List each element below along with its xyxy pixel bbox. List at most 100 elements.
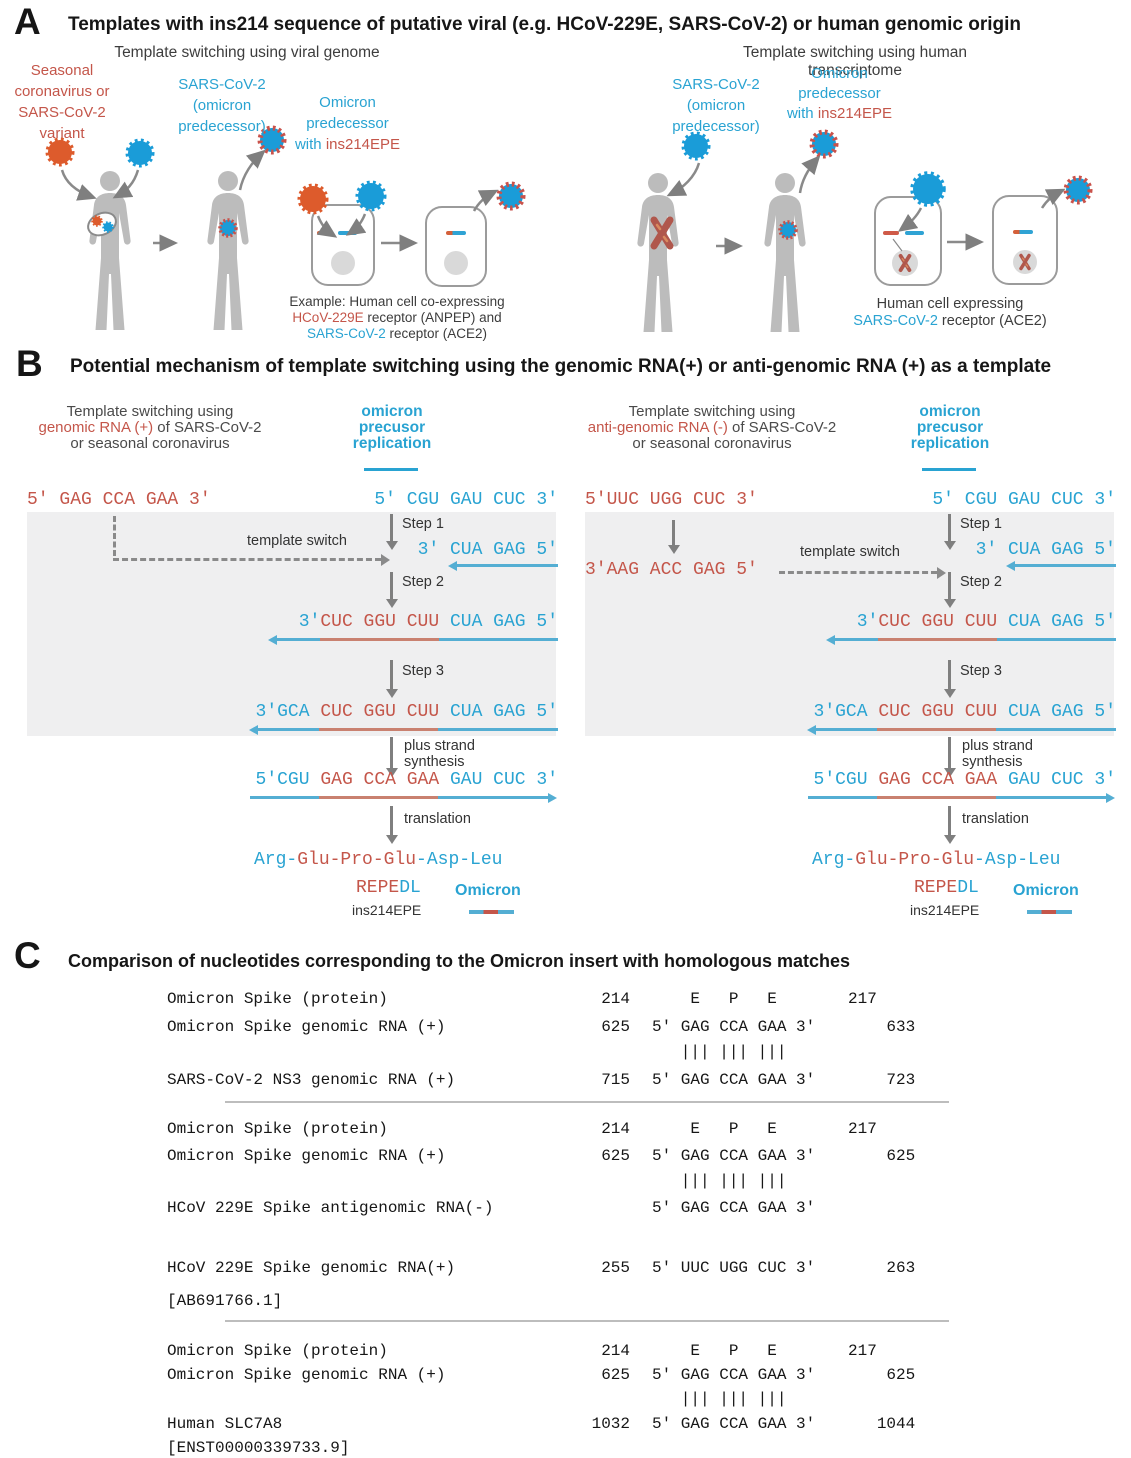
ins214epe-label: ins214EPE (910, 902, 980, 918)
step1-arrow (385, 514, 398, 550)
alignment-match-row: ||| ||| ||| (652, 1172, 787, 1190)
omicron-predecessor-virus-icon (496, 181, 526, 211)
accession-row: [AB691766.1] (167, 1292, 283, 1310)
step2-arrow (385, 572, 398, 608)
header-underline (364, 468, 418, 471)
plus-strand-arrow (250, 792, 557, 803)
alignment-row: HCoV 229E Spike antigenomic RNA(-) 5' GAG… (167, 1199, 816, 1217)
label-seasonal-coronavirus: Seasonal coronavirus or SARS-CoV-2 varia… (14, 62, 110, 142)
plus-strand-arrow (808, 792, 1115, 803)
panel-b: B Potential mechanism of template switch… (0, 345, 1131, 940)
subtitle-viral-genome: Template switching using viral genome (114, 44, 380, 61)
completed-minus-strand-sequence: 3'GCA CUC GGU CUU CUA GAG 5' (813, 702, 1116, 722)
alignment-row: Omicron Spike (protein) 214 E P E 217 (167, 1120, 877, 1138)
alignment-row: Omicron Spike genomic RNA (+) 625 5' GAG C… (167, 1018, 916, 1036)
panel-a-letter: A (14, 1, 41, 42)
caption-ace2-cell: Human cell expressing SARS-CoV-2 recepto… (853, 296, 1047, 329)
step3-arrow (943, 660, 956, 698)
block-divider (225, 1101, 949, 1103)
plus-strand-synthesis-arrow (385, 737, 398, 777)
translation-arrow (385, 806, 398, 844)
alignment-block-human-slc7a8: Omicron Spike (protein) 214 E P E 217 Omic… (167, 1340, 1067, 1458)
alignment-match-row: ||| ||| ||| (652, 1390, 787, 1408)
subtitle-human-transcriptome: Template switching using human transcrip… (742, 44, 967, 79)
omicron-precursor-template-sequence: 5' CGU GAU CUC 3' (932, 490, 1116, 510)
recombinant-cell (425, 206, 487, 287)
repedl-peptide-code: REPEDL (914, 878, 979, 898)
nascent-minus-strand-sequence: 3' CUA GAG 5' (975, 540, 1116, 560)
repedl-peptide-code: REPEDL (356, 878, 421, 898)
panel-a: A Templates with ins214 sequence of puta… (0, 0, 1131, 346)
omicron-predecessor-virus-icon (257, 125, 287, 155)
alignment-row: HCoV 229E Spike genomic RNA(+) 255 5' UUC … (167, 1259, 916, 1277)
step1-arrow (943, 514, 956, 550)
donor-genomic-rna-sequence: 5'UUC UGG CUC 3' (585, 490, 758, 510)
label-omicron-predecessor-left: Omicron predecessor with ins214EPE (294, 94, 401, 153)
panel-a-graphics (45, 125, 1093, 332)
panel-c-letter: C (14, 935, 41, 976)
alignment-block-hcov-229e: Omicron Spike (protein) 214 E P E 217 Omic… (167, 1118, 1067, 1318)
hybrid-virus-belly-icon (778, 220, 798, 240)
nascent-minus-strand-sequence: 3' CUA GAG 5' (417, 540, 558, 560)
down-arrow (667, 520, 680, 554)
completed-minus-strand-arrow (249, 724, 558, 735)
flow-arrows (60, 149, 1066, 255)
alignment-match-row: ||| ||| ||| (652, 1043, 787, 1061)
omicron-predecessor-virus-icon (1063, 175, 1093, 205)
translated-peptide-sequence: Arg-Glu-Pro-Glu-Asp-Leu (254, 850, 503, 870)
label-sars-cov-2-right: SARS-CoV-2 (omicron predecessor) (672, 76, 760, 135)
step3-label: Step 3 (402, 663, 444, 679)
donor-antigenomic-rna-sequence: 3'AAG ACC GAG 5' (585, 560, 758, 580)
hybrid-virus-belly-icon (218, 218, 238, 238)
step1-label: Step 1 (960, 516, 1002, 532)
coinfection-oval-icon (87, 211, 117, 237)
alignment-row: Omicron Spike (protein) 214 E P E 217 (167, 990, 877, 1008)
panel-a-title: Templates with ins214 sequence of putati… (68, 14, 1022, 35)
minus-strand-with-insert-sequence: 3'CUC GGU CUU CUA GAG 5' (856, 612, 1116, 632)
label-sars-cov-2-left: SARS-CoV-2 (omicron predecessor) (178, 76, 266, 135)
alignment-block-sars-cov-2: Omicron Spike (protein) 214 E P E 217 Omic… (167, 988, 1067, 1098)
template-switch-label: template switch (247, 533, 347, 549)
omicron-label: Omicron (1013, 882, 1079, 899)
step3-arrow (385, 660, 398, 698)
ace2-cell (874, 196, 942, 286)
seasonal-coronavirus-icon (45, 137, 75, 167)
step2-label: Step 2 (402, 574, 444, 590)
template-switch-dashed-line (113, 516, 116, 556)
sars-cov-2-virus-icon (355, 180, 387, 212)
completed-minus-strand-sequence: 3'GCA CUC GGU CUU CUA GAG 5' (255, 702, 558, 722)
hcov-229e-virus-icon (297, 183, 329, 215)
human-silhouette-host-right (637, 173, 806, 332)
alignment-row: Omicron Spike (protein) 214 E P E 217 (167, 1342, 877, 1360)
omicron-genome-line-icon (1027, 910, 1072, 914)
plus-strand-synthesis-label: plus strand synthesis (404, 738, 475, 770)
plus-strand-with-insert-sequence: 5'CGU GAG CCA GAA GAU CUC 3' (813, 770, 1116, 790)
sars-cov-2-virus-icon (681, 131, 711, 161)
alignment-row: Human SLC7A8 1032 5' GAG CCA GAA 3' 1044 (167, 1415, 916, 1433)
translated-peptide-sequence: Arg-Glu-Pro-Glu-Asp-Leu (812, 850, 1061, 870)
sars-cov-2-virus-icon (910, 171, 946, 207)
plus-strand-synthesis-arrow (943, 737, 956, 777)
omicron-precursor-template-sequence: 5' CGU GAU CUC 3' (374, 490, 558, 510)
template-source-header-left: Template switching using genomic RNA (+)… (38, 403, 262, 452)
human-silhouette-infected-host (89, 171, 249, 330)
minus-strand-arrow (1006, 560, 1116, 571)
ins214epe-label: ins214EPE (352, 902, 422, 918)
panel-c-title: Comparison of nucleotides corresponding … (68, 951, 851, 971)
header-underline (922, 468, 976, 471)
template-switch-dashed-arrow (113, 553, 390, 566)
donor-genomic-rna-sequence: 5' GAG CCA GAA 3' (27, 490, 211, 510)
minus-strand-extended-arrow (826, 634, 1116, 645)
minus-strand-with-insert-sequence: 3'CUC GGU CUU CUA GAG 5' (298, 612, 558, 632)
omicron-genome-line-icon (469, 910, 514, 914)
step2-arrow (943, 572, 956, 608)
template-switch-dashed-arrow (779, 566, 946, 579)
omicron-replication-header-left: omicron precusor replication (352, 403, 432, 452)
block-divider (225, 1320, 949, 1322)
sars-cov-2-virus-icon (125, 138, 155, 168)
minus-strand-extended-arrow (268, 634, 558, 645)
step1-label: Step 1 (402, 516, 444, 532)
step2-label: Step 2 (960, 574, 1002, 590)
translation-arrow (943, 806, 956, 844)
